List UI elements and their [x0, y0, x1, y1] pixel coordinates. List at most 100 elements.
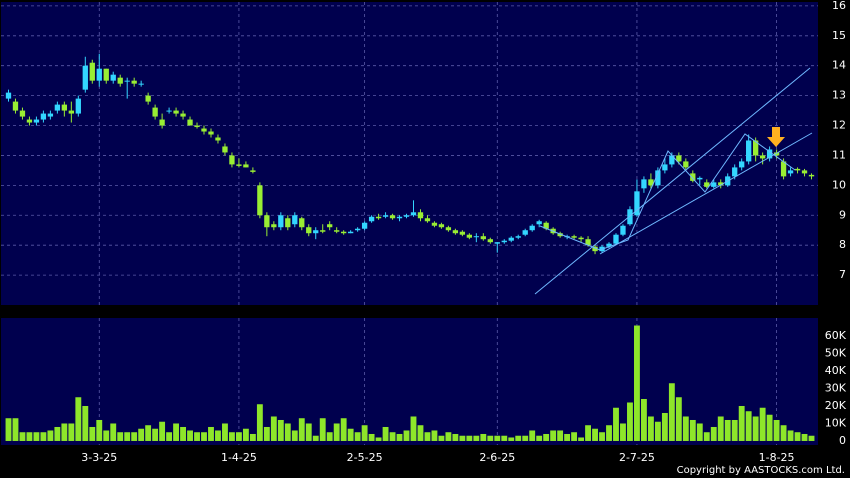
candle-body [634, 191, 640, 216]
candle-body [410, 212, 417, 216]
x-tick-label: 1-8-25 [759, 451, 795, 464]
volume-bar [368, 433, 375, 441]
volume-bar [773, 419, 780, 441]
volume-bar [166, 432, 173, 441]
candle-body [773, 152, 780, 156]
candle-body [641, 179, 647, 189]
candle-body [166, 110, 172, 112]
candle-body [732, 167, 738, 177]
volume-bar [438, 435, 445, 441]
volume-bar [103, 430, 110, 441]
candle-body [662, 164, 668, 171]
volume-bar [654, 421, 661, 441]
volume-bar [550, 430, 557, 441]
volume-bar [403, 430, 410, 441]
volume-bar [256, 404, 263, 441]
volume-bar [263, 426, 270, 441]
volume-bar [668, 383, 675, 441]
volume-bar [26, 432, 33, 441]
volume-bar [54, 426, 61, 441]
x-tick-label: 3-3-25 [81, 451, 117, 464]
trend-lines [534, 67, 813, 295]
candle-body [585, 239, 591, 246]
candle-body [54, 104, 61, 111]
candle-body [354, 228, 361, 231]
volume-bar [235, 432, 242, 441]
volume-bar [194, 432, 200, 441]
volume-bar [40, 432, 47, 441]
volume-bar [152, 428, 159, 441]
candle-body [424, 218, 431, 222]
volume-bar [326, 432, 333, 441]
candle-body [501, 240, 507, 243]
y-tick-label: 20K [825, 399, 847, 412]
x-tick-label: 2-5-25 [347, 451, 383, 464]
volume-bar [396, 433, 403, 441]
candle-body [327, 224, 333, 228]
candle-body [746, 140, 752, 162]
volume-bar [277, 419, 284, 441]
candle-body [808, 174, 815, 177]
candle-body [26, 119, 33, 123]
candle-body [103, 68, 109, 81]
volume-bar [627, 402, 633, 441]
pattern-line [539, 133, 796, 251]
candle-body [431, 222, 438, 226]
volume-bar [592, 428, 598, 441]
volume-bar [689, 419, 696, 441]
volume-bar [382, 426, 389, 441]
volume-bar [682, 416, 689, 441]
volume-bar [564, 433, 571, 441]
volume-bar [571, 432, 578, 441]
volume-bar [229, 432, 235, 441]
candle-body [571, 236, 577, 238]
volume-bar [620, 423, 626, 441]
volume-bar [431, 430, 438, 441]
candle-body [368, 216, 375, 222]
candle-body [68, 110, 74, 114]
price-panel [1, 2, 818, 305]
y-tick-label: 15 [832, 29, 846, 42]
candle-body [208, 131, 214, 135]
candle-body [655, 170, 661, 186]
volume-panel [1, 318, 818, 445]
volume-bar [501, 435, 508, 441]
volume-bar [180, 426, 186, 441]
volume-bar [452, 433, 459, 441]
candle-body [787, 170, 794, 174]
volume-bar [738, 405, 745, 441]
candle-body [801, 170, 808, 174]
candle-body [264, 215, 270, 228]
candle-body [515, 236, 521, 238]
volume-bar [487, 435, 494, 441]
volume-bar [117, 432, 124, 441]
volume-bar [159, 421, 166, 441]
volume-bar [12, 418, 19, 441]
volume-bar [661, 412, 668, 441]
candle-body [417, 212, 424, 219]
y-tick-label: 50K [825, 347, 847, 360]
candle-body [40, 113, 47, 120]
candle-body [96, 68, 102, 81]
candle-body [180, 113, 186, 117]
candle-body [313, 230, 319, 234]
volume-bar [5, 418, 12, 441]
candle-body [5, 92, 12, 99]
volume-bar [752, 416, 759, 441]
candle-body [236, 164, 242, 166]
volume-bar [75, 397, 82, 441]
volume-bar [759, 407, 766, 441]
volume-bar [242, 428, 249, 441]
volume-bar [312, 435, 319, 441]
candle-body [452, 230, 459, 234]
candle-body [292, 215, 298, 225]
candle-body [361, 222, 368, 229]
candle-body [711, 182, 717, 187]
volume-bar [96, 419, 103, 441]
volume-bar [124, 432, 131, 441]
volume-bar [249, 433, 256, 441]
candle-body [82, 65, 88, 90]
volume-bar [647, 416, 654, 441]
candle-body [159, 119, 165, 126]
candle-body [229, 155, 235, 165]
